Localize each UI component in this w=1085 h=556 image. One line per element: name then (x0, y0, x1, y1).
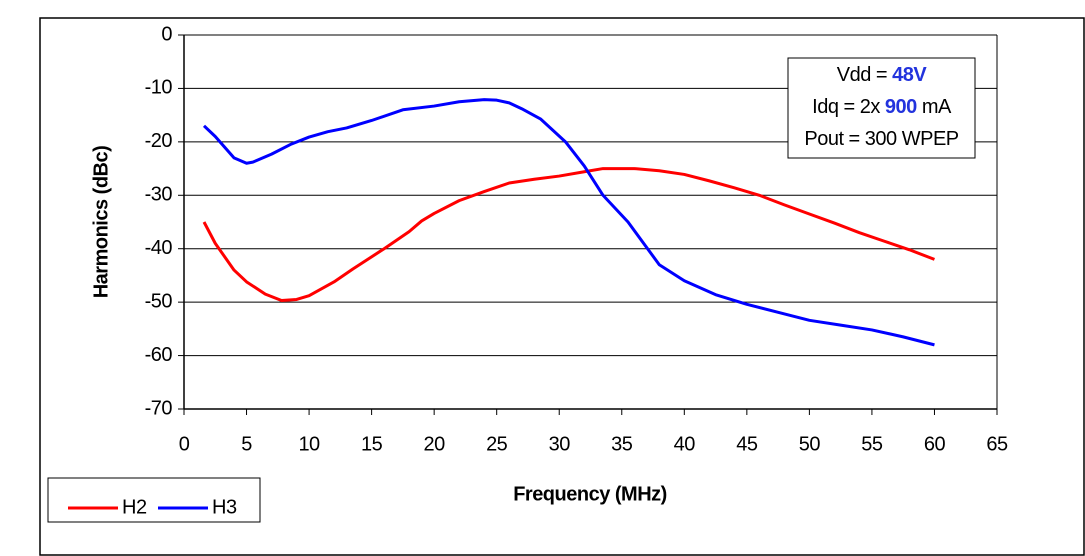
x-tick-label: 5 (241, 433, 252, 455)
x-tick-label: 20 (424, 433, 446, 455)
x-tick-label: 60 (924, 433, 946, 455)
x-tick-label: 35 (611, 433, 633, 455)
y-tick-label: -60 (145, 344, 173, 366)
x-tick-label: 45 (736, 433, 758, 455)
legend-box (47, 477, 261, 523)
y-axis-label: Harmonics (dBc) (90, 146, 112, 299)
y-tick-label: -40 (145, 237, 173, 259)
x-axis-label: Frequency (MHz) (513, 483, 667, 505)
y-tick-label: 0 (161, 23, 172, 45)
legend-label: H3 (212, 496, 237, 518)
x-tick-label: 50 (799, 433, 821, 455)
y-tick-label: -70 (145, 397, 173, 419)
annotation-text: 48V (892, 64, 927, 86)
y-tick-label: -30 (145, 184, 173, 206)
x-tick-label: 55 (861, 433, 883, 455)
y-tick-label: -50 (145, 290, 173, 312)
data-line (202, 98, 935, 347)
annotation-text: Vdd = (837, 64, 887, 86)
annotation-text: Idq = 2x (812, 96, 880, 118)
x-tick-label: 25 (486, 433, 508, 455)
data-line (202, 167, 936, 303)
annotation-text: mA (922, 96, 952, 118)
legend-label: H2 (122, 496, 147, 518)
y-tick-label: -10 (145, 77, 173, 99)
x-tick-label: 10 (298, 433, 320, 455)
annotation-line: Pout = 300 WPEP (804, 128, 958, 150)
x-tick-label: 40 (674, 433, 696, 455)
annotation-line: Vdd = 48V (837, 64, 928, 86)
y-tick-label: -20 (145, 130, 173, 152)
annotation-line: Idq = 2x 900 mA (812, 96, 952, 118)
x-tick-label: 65 (986, 433, 1008, 455)
annotation-text: 900 (885, 96, 917, 118)
x-tick-label: 0 (179, 433, 190, 455)
x-tick-label: 15 (361, 433, 383, 455)
x-tick-label: 30 (549, 433, 571, 455)
chart-border (39, 17, 1085, 556)
annotation-box (787, 57, 976, 159)
annotation-text: Pout = 300 WPEP (804, 128, 958, 150)
